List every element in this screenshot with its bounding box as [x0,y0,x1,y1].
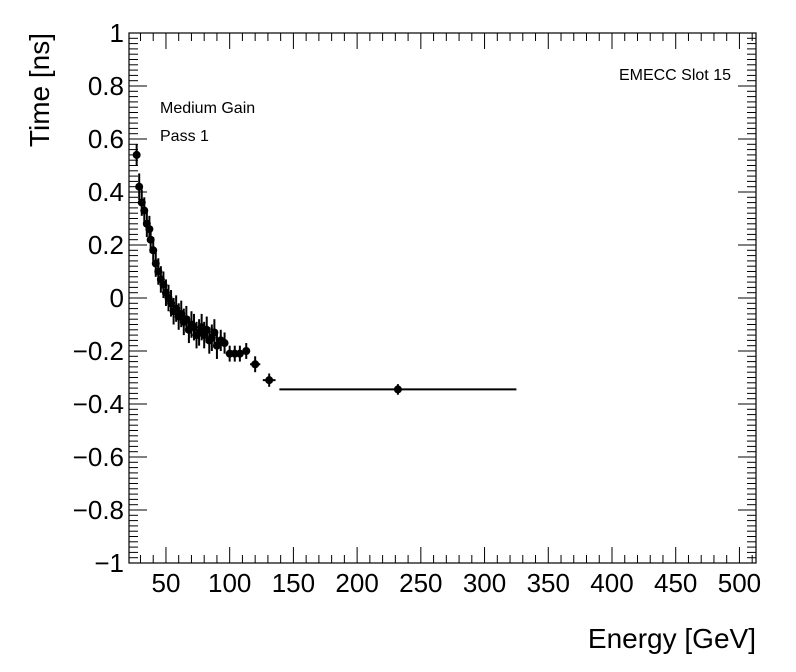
y-tick-label: −0.4 [73,389,124,419]
y-axis-title: Time [ns] [24,33,55,147]
y-tick-label: 1 [110,18,124,48]
x-tick-label: 50 [151,568,180,598]
data-point [262,373,276,387]
axis-ticks [129,32,756,564]
data-point [279,384,517,395]
data-marker [393,385,402,394]
data-point [250,356,261,373]
data-marker [235,349,244,358]
y-tick-label: 0 [110,283,124,313]
y-tick-label: 0.4 [88,177,124,207]
data-marker [251,360,260,369]
data-marker [145,225,154,234]
data-marker [220,339,229,348]
data-point [220,332,229,354]
data-marker [135,182,144,191]
data-point [132,144,141,166]
data-marker [265,376,274,385]
data-point [210,319,219,346]
y-tick-label: 0.8 [88,71,124,101]
tick-labels: 50 100 150 200 250 300 350 400 450 500 −1 −0.8 −0.6 −… [73,18,761,598]
x-tick-label: 450 [654,568,697,598]
y-tick-label: 0.6 [88,124,124,154]
x-tick-label: 100 [208,568,251,598]
data-point [135,173,144,200]
x-tick-label: 400 [590,568,633,598]
x-tick-label: 200 [335,568,378,598]
y-tick-label: −0.6 [73,442,124,472]
data-marker [132,150,141,159]
x-tick-label: 350 [527,568,570,598]
x-tick-label: 300 [463,568,506,598]
x-tick-label: 250 [399,568,442,598]
x-tick-label: 150 [272,568,315,598]
x-axis-title: Energy [GeV] [588,623,756,654]
y-tick-label: 0.2 [88,230,124,260]
y-tick-label: −0.8 [73,495,124,525]
y-tick-label: −0.2 [73,336,124,366]
data-marker [242,347,251,355]
y-tick-label: −1 [94,548,124,578]
x-tick-label: 500 [718,568,761,598]
gain-annotation: Medium Gain [160,100,255,117]
slot-annotation: EMECC Slot 15 [619,67,731,84]
data-points [132,144,517,395]
pass-annotation: Pass 1 [160,128,209,145]
data-point [242,343,251,359]
data-point [235,345,244,362]
